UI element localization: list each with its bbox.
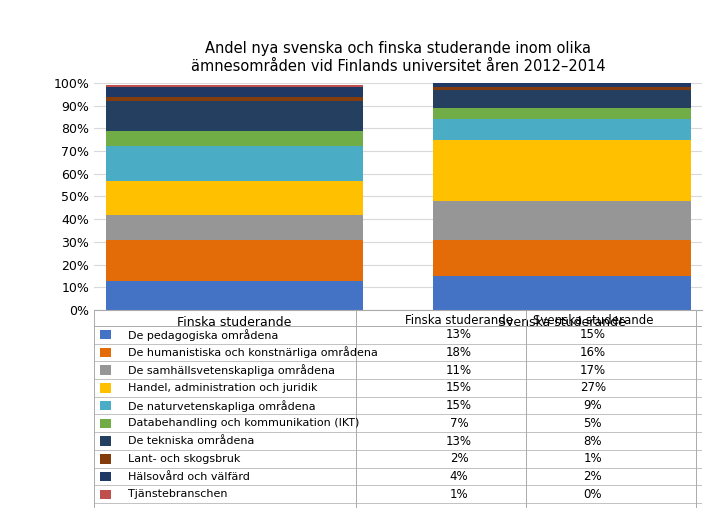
Text: De tekniska områdena: De tekniska områdena xyxy=(127,436,254,446)
Text: 15%: 15% xyxy=(446,381,472,394)
Text: 15%: 15% xyxy=(580,328,606,341)
Text: 9%: 9% xyxy=(584,399,602,412)
Bar xyxy=(100,472,111,481)
Text: 1%: 1% xyxy=(584,452,602,465)
Text: 7%: 7% xyxy=(450,417,468,430)
Text: De samhällsvetenskapliga områdena: De samhällsvetenskapliga områdena xyxy=(127,364,334,376)
Text: 27%: 27% xyxy=(580,381,606,394)
Bar xyxy=(433,201,691,240)
Text: De humanistiska och konstnärliga områdena: De humanistiska och konstnärliga områden… xyxy=(127,347,377,358)
Bar xyxy=(100,490,111,499)
Text: 0%: 0% xyxy=(584,488,602,501)
Text: 1%: 1% xyxy=(450,488,468,501)
Bar xyxy=(100,454,111,464)
Bar xyxy=(433,140,691,201)
Bar xyxy=(100,419,111,428)
Bar xyxy=(433,240,691,276)
Bar xyxy=(106,88,363,96)
Bar xyxy=(433,108,691,119)
Bar xyxy=(433,88,691,90)
Bar xyxy=(106,281,363,310)
Bar xyxy=(100,330,111,339)
Bar xyxy=(433,90,691,108)
Bar xyxy=(100,383,111,393)
Bar xyxy=(100,365,111,375)
Bar xyxy=(100,348,111,357)
Bar xyxy=(433,119,691,140)
Bar xyxy=(100,436,111,446)
Text: Lant- och skogsbruk: Lant- och skogsbruk xyxy=(127,454,240,464)
Text: De naturvetenskapliga områdena: De naturvetenskapliga områdena xyxy=(127,400,315,412)
Bar xyxy=(106,131,363,147)
Text: Finska studerande: Finska studerande xyxy=(405,314,513,327)
Text: Tjänstebranschen: Tjänstebranschen xyxy=(127,490,227,499)
Text: Databehandling och kommunikation (IKT): Databehandling och kommunikation (IKT) xyxy=(127,419,359,428)
Text: 13%: 13% xyxy=(446,435,472,448)
Text: 11%: 11% xyxy=(446,364,472,377)
Bar xyxy=(433,276,691,310)
Bar xyxy=(106,240,363,281)
Text: 2%: 2% xyxy=(584,470,602,483)
Text: Hälsovård och välfärd: Hälsovård och välfärd xyxy=(127,471,250,482)
Text: Svenska studerande: Svenska studerande xyxy=(533,314,653,327)
Text: Andel nya svenska och finska studerande inom olika
ämnesområden vid Finlands uni: Andel nya svenska och finska studerande … xyxy=(191,41,605,74)
Text: 5%: 5% xyxy=(584,417,602,430)
Bar xyxy=(106,214,363,240)
Bar xyxy=(106,147,363,181)
Text: Handel, administration och juridik: Handel, administration och juridik xyxy=(127,383,317,393)
Text: 8%: 8% xyxy=(584,435,602,448)
Bar xyxy=(100,401,111,410)
Text: 4%: 4% xyxy=(450,470,468,483)
Text: 17%: 17% xyxy=(580,364,606,377)
Bar xyxy=(433,83,691,88)
Bar xyxy=(106,101,363,131)
Text: 18%: 18% xyxy=(446,346,472,359)
Bar xyxy=(106,181,363,214)
Text: 15%: 15% xyxy=(446,399,472,412)
Text: 16%: 16% xyxy=(580,346,606,359)
Text: De pedagogiska områdena: De pedagogiska områdena xyxy=(127,329,278,341)
Bar xyxy=(106,85,363,88)
Bar xyxy=(106,96,363,101)
Text: 13%: 13% xyxy=(446,328,472,341)
Text: 2%: 2% xyxy=(450,452,468,465)
